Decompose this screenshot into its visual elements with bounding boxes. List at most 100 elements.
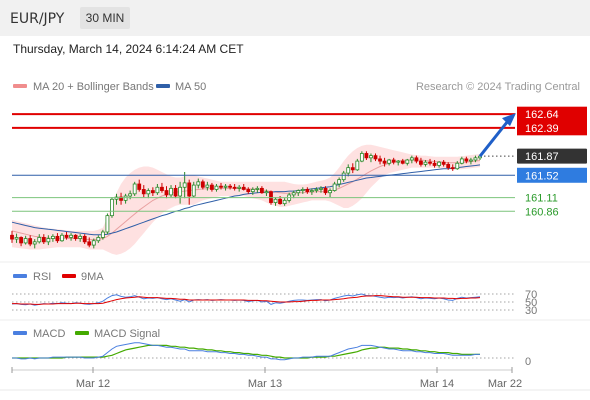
candle-down xyxy=(19,237,23,244)
candle-down xyxy=(173,187,178,197)
candle-down xyxy=(364,153,369,159)
candle-up xyxy=(255,187,260,190)
candle-up xyxy=(300,189,305,191)
candle-up xyxy=(341,172,346,181)
candle-down xyxy=(400,160,405,164)
candle-up xyxy=(214,185,219,190)
rsi-ma-legend-label: 9MA xyxy=(81,271,104,283)
resistance-label: 162.64 xyxy=(525,109,559,121)
candle-down xyxy=(141,189,146,195)
projection-arrow-head xyxy=(502,113,516,127)
macd-legend-swatch xyxy=(13,331,27,335)
candle-down xyxy=(450,167,455,170)
candle-up xyxy=(23,238,28,244)
resistance-label: 162.39 xyxy=(525,123,559,135)
x-tick-label: Mar 22 xyxy=(488,378,522,390)
candle-up xyxy=(455,162,460,170)
candle-down xyxy=(464,158,469,162)
ma20-legend-swatch xyxy=(13,84,27,88)
candle-down xyxy=(64,234,69,238)
candle-up xyxy=(296,190,301,194)
rsi-line xyxy=(11,293,481,306)
timestamp: Thursday, March 14, 2024 6:14:24 AM CET xyxy=(13,42,244,56)
candle-down xyxy=(160,186,164,191)
candle-up xyxy=(91,240,96,246)
candle-up xyxy=(155,186,160,194)
candle-up xyxy=(37,237,42,243)
timeframe-button[interactable]: 30 MIN xyxy=(80,7,130,29)
candle-down xyxy=(119,196,123,201)
candle-up xyxy=(337,179,342,185)
rsi-legend-swatch xyxy=(13,274,27,278)
candle-up xyxy=(423,161,428,165)
ma20-line xyxy=(11,159,481,241)
candle-up xyxy=(128,193,133,197)
candle-down xyxy=(432,162,437,166)
candle-up xyxy=(223,185,228,188)
candle-down xyxy=(137,183,142,190)
candle-up xyxy=(328,190,332,194)
candle-down xyxy=(73,234,78,239)
candle-down xyxy=(305,189,310,193)
candle-up xyxy=(146,190,151,195)
candle-up xyxy=(182,182,187,188)
ma50-line xyxy=(11,164,481,236)
candle-up xyxy=(178,186,183,197)
candle-up xyxy=(273,198,278,203)
candle-up xyxy=(405,159,410,164)
candle-up xyxy=(114,196,119,200)
candle-up xyxy=(355,160,360,171)
candle-up xyxy=(110,198,114,217)
candle-up xyxy=(60,234,64,242)
candle-up xyxy=(50,235,55,239)
candle-down xyxy=(164,190,169,196)
candle-up xyxy=(332,183,337,191)
candle-down xyxy=(428,161,432,164)
projection-arrow-shaft xyxy=(478,121,509,158)
candle-down xyxy=(260,187,264,194)
candle-down xyxy=(278,198,282,205)
candle-up xyxy=(96,237,101,242)
candle-up xyxy=(282,199,287,205)
candle-up xyxy=(459,158,464,164)
candle-down xyxy=(446,163,451,169)
rsi-ma-legend-swatch xyxy=(62,274,76,278)
rsi-level-label: 30 xyxy=(525,305,537,317)
candle-down xyxy=(246,189,251,193)
candle-up xyxy=(196,181,201,186)
x-axis: Mar 12 Mar 13 Mar 14 Mar 22 xyxy=(11,367,522,390)
candle-down xyxy=(55,235,60,242)
last-price-tag xyxy=(517,148,587,164)
candle-up xyxy=(32,241,37,245)
candle-down xyxy=(232,186,237,189)
macd-zero-label: 0 xyxy=(525,356,531,368)
candle-up xyxy=(191,184,196,197)
candle-down xyxy=(269,191,273,203)
macd-signal-legend-label: MACD Signal xyxy=(94,328,160,340)
candle-down xyxy=(41,237,46,243)
candle-up xyxy=(169,187,173,196)
candle-down xyxy=(241,186,246,190)
candle-up xyxy=(78,235,83,239)
candle-up xyxy=(469,159,473,162)
macd-plot: 0 xyxy=(12,342,531,368)
chart-header: EUR/JPY 30 MIN xyxy=(0,0,590,36)
candle-up xyxy=(100,231,105,238)
candle-down xyxy=(350,167,355,171)
resistance-tag xyxy=(517,106,587,122)
candle-up xyxy=(396,160,401,163)
candle-down xyxy=(28,238,33,245)
support-label: 160.86 xyxy=(525,206,559,218)
candle-down xyxy=(10,234,14,240)
candle-down xyxy=(87,241,92,246)
macd-signal-line xyxy=(12,344,480,359)
candle-down xyxy=(441,161,446,165)
candle-up xyxy=(387,159,392,164)
x-tick-label: Mar 13 xyxy=(248,378,282,390)
candle-down xyxy=(419,160,423,165)
candle-up xyxy=(473,157,478,161)
ma50-legend-swatch xyxy=(156,84,170,88)
